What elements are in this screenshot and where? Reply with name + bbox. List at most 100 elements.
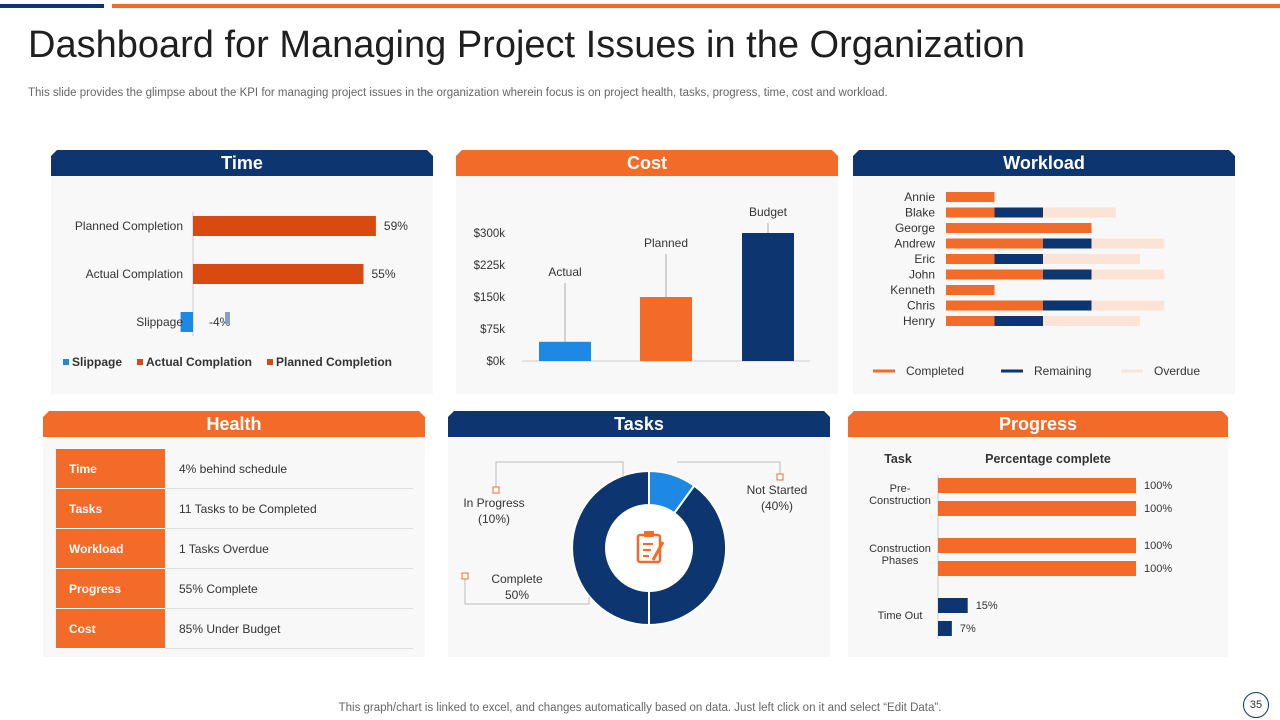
top-accent-bar-orange <box>112 4 1280 8</box>
time-legend-swatch <box>137 359 143 365</box>
tasks-slice-label: Complete 50% <box>491 572 543 602</box>
workload-bar-segment <box>946 300 1043 311</box>
health-panel-header: Health <box>43 411 425 437</box>
health-key: Tasks <box>56 488 165 529</box>
progress-value-label: 15% <box>976 600 998 612</box>
footer-note: This graph/chart is linked to excel, and… <box>338 702 942 714</box>
workload-name-label: Chris <box>907 299 935 313</box>
cost-bar-label: Budget <box>749 205 788 219</box>
progress-task-label: Time Out <box>878 610 923 622</box>
time-bar <box>193 216 376 236</box>
workload-name-label: Annie <box>904 190 935 204</box>
tasks-slice-label: In Progress (10%) <box>463 496 524 526</box>
progress-value-label: 7% <box>960 623 976 635</box>
workload-bar-segment <box>1091 269 1165 280</box>
workload-bar-segment <box>1043 269 1092 280</box>
workload-legend-label: Remaining <box>1034 364 1091 378</box>
time-value-label: 55% <box>372 267 396 281</box>
time-legend-swatch <box>267 359 273 365</box>
time-bar <box>180 312 193 332</box>
workload-bar-segment <box>1091 238 1165 249</box>
workload-legend-label: Completed <box>906 364 964 378</box>
workload-legend-label: Overdue <box>1154 364 1200 378</box>
time-bar <box>193 264 364 284</box>
time-legend-swatch <box>63 359 69 365</box>
progress-column-header: Percentage complete <box>985 452 1111 466</box>
health-value: 11 Tasks to be Completed <box>165 488 413 529</box>
health-row: Time 4% behind schedule <box>56 449 413 489</box>
workload-bar-segment <box>1043 254 1140 264</box>
progress-bar <box>938 501 1136 516</box>
progress-task-label: Pre-Construction <box>869 483 931 507</box>
health-row: Tasks 11 Tasks to be Completed <box>56 488 413 529</box>
health-value: 4% behind schedule <box>165 449 413 489</box>
workload-name-label: George <box>895 221 935 235</box>
progress-chart[interactable]: Task Percentage complete Pre-Construction 1… <box>848 437 1228 657</box>
time-chart[interactable]: Planned Completion 59% Actual Complation 55… <box>51 176 433 394</box>
tasks-leader-line <box>495 461 624 490</box>
workload-bar-segment <box>946 207 995 218</box>
progress-bar <box>938 538 1136 553</box>
workload-bar-segment <box>1043 316 1140 326</box>
progress-bar <box>938 598 968 613</box>
tasks-label-marker <box>492 486 500 494</box>
clipboard-icon <box>636 531 665 564</box>
health-value: 1 Tasks Overdue <box>165 528 413 569</box>
health-row: Workload 1 Tasks Overdue <box>56 528 413 569</box>
workload-bar-segment <box>1043 300 1092 311</box>
workload-panel-header: Workload <box>853 150 1235 176</box>
cost-y-tick: $300k <box>474 228 506 240</box>
tasks-donut-hole <box>607 506 691 590</box>
workload-bar-segment <box>1091 300 1165 311</box>
time-category-label: Slippage <box>136 315 183 329</box>
cost-bar <box>640 297 692 361</box>
workload-bar-segment <box>1043 238 1092 249</box>
tasks-chart[interactable]: In Progress (10%) Not Started (40%) Complete… <box>448 437 830 657</box>
progress-task-label: Construction Phases <box>869 543 931 567</box>
cost-bar-label: Actual <box>548 265 581 279</box>
health-value: 55% Complete <box>165 568 413 609</box>
progress-bar <box>938 621 952 636</box>
progress-bar <box>938 561 1136 576</box>
time-category-label: Actual Complation <box>86 267 183 281</box>
workload-name-label: Blake <box>905 206 935 220</box>
workload-bar-segment <box>946 254 995 264</box>
workload-bar-segment <box>946 223 1092 233</box>
cost-y-tick: $75k <box>480 324 505 336</box>
cost-bar-label: Planned <box>644 236 688 250</box>
health-value: 85% Under Budget <box>165 608 413 649</box>
tasks-leader-line <box>677 461 781 477</box>
tasks-label-marker <box>776 473 784 481</box>
cost-bar <box>742 233 794 361</box>
cost-y-tick: $150k <box>474 292 506 304</box>
workload-bar-segment <box>994 316 1043 326</box>
progress-value-label: 100% <box>1144 540 1172 552</box>
workload-name-label: Eric <box>914 252 935 266</box>
progress-value-label: 100% <box>1144 563 1172 575</box>
cost-chart[interactable]: $0k $75k $150k $225k $300k Actual Planned Budge… <box>456 176 838 394</box>
time-panel-header: Time <box>51 150 433 176</box>
workload-bar-segment <box>946 269 1043 280</box>
time-slippage-marker <box>225 312 230 324</box>
tasks-donut-slice <box>648 484 727 627</box>
page-title: Dashboard for Managing Project Issues in… <box>28 24 1025 66</box>
workload-bar-segment <box>946 238 1043 249</box>
health-key: Progress <box>56 568 165 609</box>
workload-name-label: Andrew <box>894 237 935 251</box>
workload-bar-segment <box>946 316 995 326</box>
workload-bar-segment <box>1043 207 1116 218</box>
tasks-label-marker <box>461 572 469 580</box>
health-row: Cost 85% Under Budget <box>56 608 413 649</box>
time-panel <box>51 176 433 394</box>
tasks-donut-slice <box>571 469 650 627</box>
progress-value-label: 100% <box>1144 480 1172 492</box>
time-legend-label: Actual Complation <box>146 355 252 369</box>
time-value-label: 59% <box>384 219 408 233</box>
time-category-label: Planned Completion <box>75 219 183 233</box>
tasks-panel-header: Tasks <box>448 411 830 437</box>
health-key: Cost <box>56 608 165 649</box>
workload-bar-segment <box>946 192 995 202</box>
progress-value-label: 100% <box>1144 503 1172 515</box>
workload-name-label: John <box>909 268 935 282</box>
